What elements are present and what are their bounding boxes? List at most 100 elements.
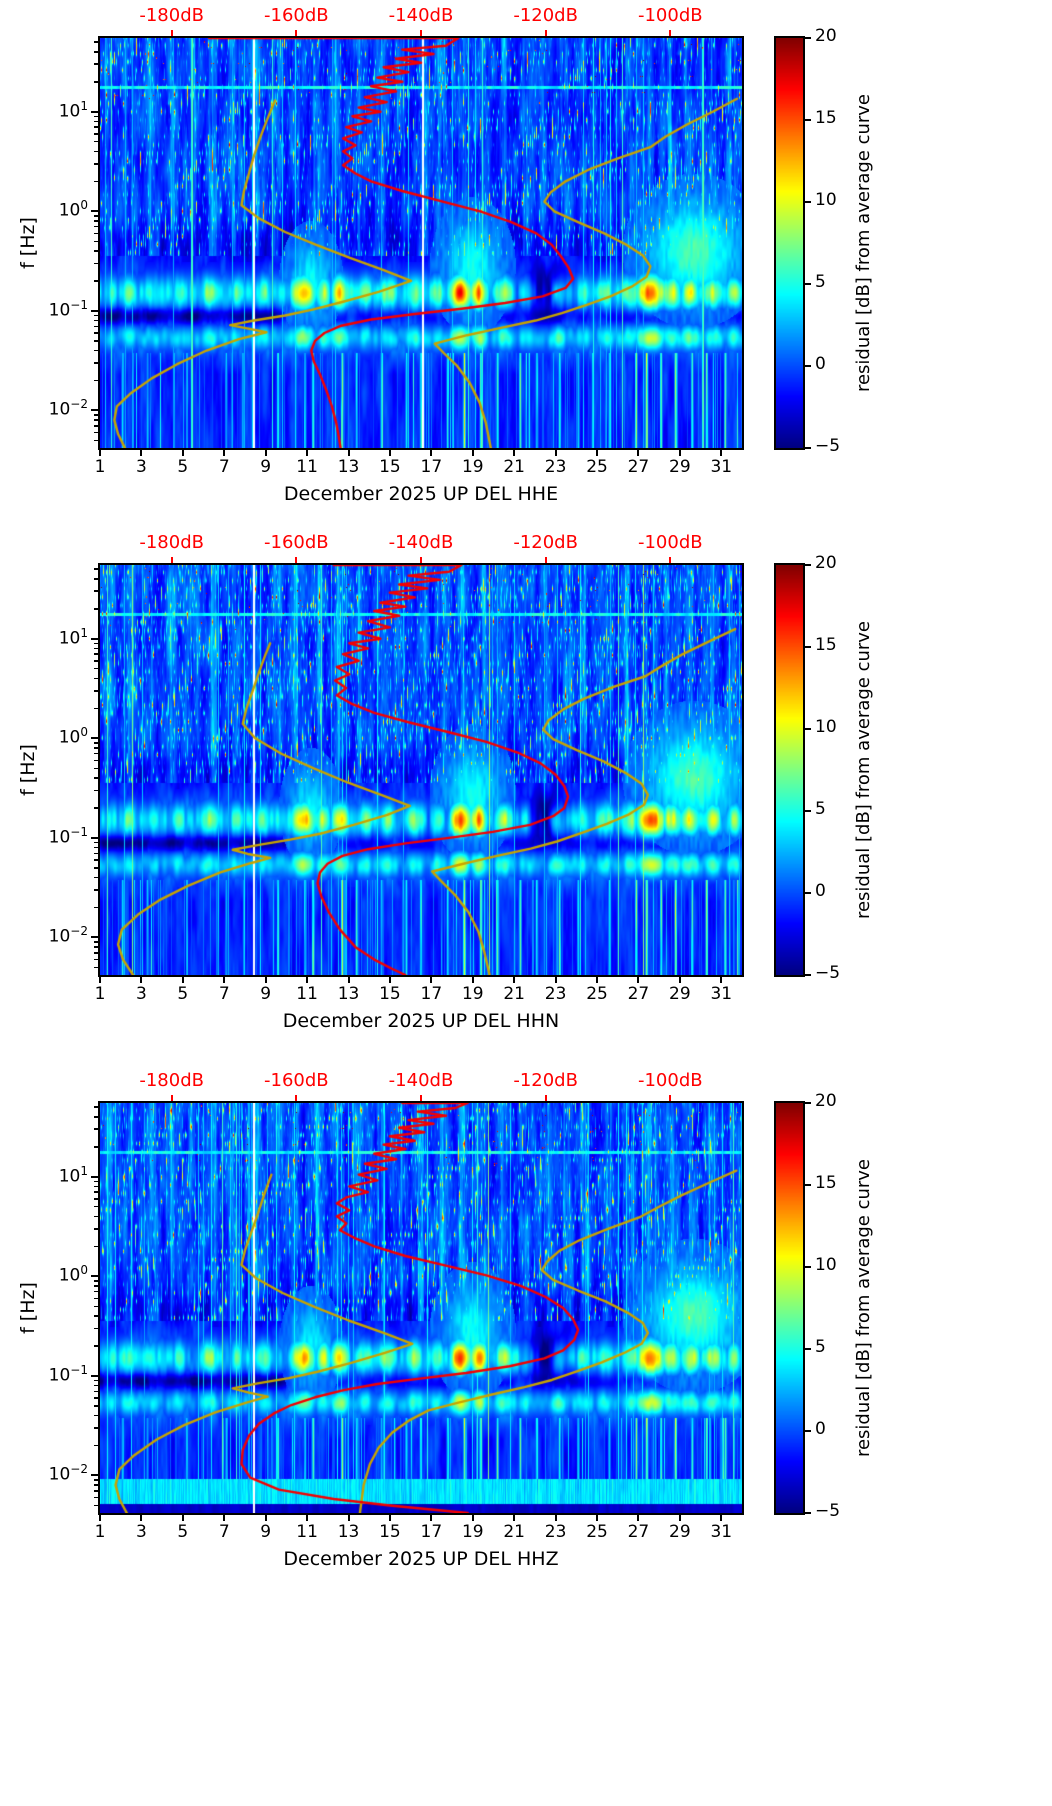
x-tick xyxy=(471,1515,474,1521)
y-minor-tick xyxy=(94,414,98,416)
x-tick-label: 25 xyxy=(586,984,608,1004)
colorbar-tick-label: 10 xyxy=(815,1255,837,1275)
y-minor-tick xyxy=(94,1305,98,1308)
x-tick xyxy=(264,977,267,983)
y-minor-tick xyxy=(94,958,98,961)
x-tick-label: 9 xyxy=(260,457,272,477)
x-tick-label: 19 xyxy=(461,1522,484,1542)
colorbar-hhe xyxy=(776,38,803,448)
top-db-tick-label: -100dB xyxy=(637,5,703,26)
top-db-tick xyxy=(420,1095,422,1101)
y-minor-tick xyxy=(94,1414,98,1417)
top-db-tick xyxy=(669,1095,672,1101)
x-tick-label: 1 xyxy=(94,457,106,477)
y-tick xyxy=(91,309,98,312)
x-tick xyxy=(306,450,309,456)
y-minor-tick xyxy=(94,1185,98,1188)
x-tick-label: 19 xyxy=(461,984,484,1004)
colorbar-tick-label: 5 xyxy=(815,799,826,819)
x-tick xyxy=(513,977,516,983)
y-minor-tick xyxy=(94,419,98,421)
y-minor-tick xyxy=(94,1427,98,1429)
top-db-tick xyxy=(170,1095,173,1101)
x-tick xyxy=(637,977,640,983)
x-tick xyxy=(554,1515,557,1521)
y-minor-tick xyxy=(94,767,98,770)
colorbar-label: residual [dB] from average curve xyxy=(853,93,874,393)
y-tick-label: 101 xyxy=(58,1163,88,1187)
x-tick xyxy=(596,450,599,456)
x-tick xyxy=(140,1515,143,1521)
y-tick xyxy=(91,409,98,412)
colorbar-tick xyxy=(805,201,811,203)
x-tick-label: 11 xyxy=(296,1522,318,1542)
top-db-tick-label: -160dB xyxy=(264,1070,329,1091)
top-db-tick xyxy=(669,557,672,563)
top-db-tick-label: -100dB xyxy=(637,1070,703,1091)
colorbar-tick-label: −5 xyxy=(815,1501,841,1521)
y-minor-tick xyxy=(94,859,98,861)
x-tick-label: 7 xyxy=(218,984,230,1004)
y-tick-label: 100 xyxy=(58,1263,88,1286)
spectrogram-image-hhe xyxy=(100,38,742,448)
y-minor-tick xyxy=(94,1504,98,1507)
y-minor-tick xyxy=(94,325,98,328)
x-tick-label: 1 xyxy=(94,1522,106,1542)
y-tick-label: 10−1 xyxy=(48,1362,88,1386)
x-tick-label: 5 xyxy=(177,457,189,477)
y-minor-tick xyxy=(94,431,98,434)
x-tick-label: 15 xyxy=(379,1522,401,1542)
x-tick-label: 17 xyxy=(420,457,443,477)
x-tick-label: 21 xyxy=(503,457,525,477)
y-tick-label: 10−1 xyxy=(48,297,88,321)
y-minor-tick xyxy=(94,41,98,43)
y-minor-tick xyxy=(94,1215,98,1218)
y-minor-tick xyxy=(94,1198,98,1200)
y-tick-label: 10−2 xyxy=(48,397,88,421)
y-minor-tick xyxy=(94,841,98,844)
x-tick-label: 11 xyxy=(296,984,318,1004)
y-tick-label: 100 xyxy=(58,198,88,221)
colorbar-tick-label: −5 xyxy=(815,963,841,983)
y-minor-tick xyxy=(94,789,98,792)
y-minor-tick xyxy=(94,63,98,65)
colorbar-tick xyxy=(805,283,811,285)
x-tick-label: 21 xyxy=(503,984,525,1004)
colorbar-tick xyxy=(805,1184,811,1186)
top-db-tick-label: -140dB xyxy=(388,5,454,26)
y-minor-tick xyxy=(94,660,98,662)
y-minor-tick xyxy=(94,1379,98,1382)
top-db-tick xyxy=(669,30,672,36)
y-minor-tick xyxy=(94,1496,98,1499)
top-db-tick xyxy=(544,557,547,563)
y-minor-tick xyxy=(94,379,98,382)
y-minor-tick xyxy=(94,1106,98,1108)
x-tick-label: 17 xyxy=(420,984,443,1004)
y-minor-tick xyxy=(94,941,98,943)
x-tick-label: 7 xyxy=(218,457,230,477)
x-axis-label: December 2025 UP DEL HHE xyxy=(283,483,559,505)
x-tick xyxy=(181,1515,184,1521)
colorbar-hhn xyxy=(776,565,803,975)
y-minor-tick xyxy=(94,608,98,610)
top-db-tick-label: -160dB xyxy=(264,5,329,26)
y-minor-tick xyxy=(94,852,98,855)
y-tick-label: 10−2 xyxy=(48,1462,88,1486)
y-minor-tick xyxy=(94,1479,98,1481)
x-tick-label: 7 xyxy=(218,1522,230,1542)
y-minor-tick xyxy=(94,1444,98,1447)
y-tick xyxy=(91,210,98,213)
colorbar-frame xyxy=(774,563,805,977)
y-minor-tick xyxy=(94,120,98,123)
y-tick-label: 100 xyxy=(58,725,88,748)
x-axis-label: December 2025 UP DEL HHZ xyxy=(283,1548,559,1570)
plot-frame-hhn xyxy=(98,563,744,977)
y-minor-tick xyxy=(94,340,98,342)
colorbar-tick-label: 5 xyxy=(815,272,826,292)
x-tick-label: 17 xyxy=(420,1522,443,1542)
y-minor-tick xyxy=(94,1146,98,1148)
y-minor-tick xyxy=(94,262,98,265)
colorbar-tick xyxy=(805,365,811,367)
x-tick-label: 23 xyxy=(544,1522,567,1542)
x-tick-label: 1 xyxy=(94,984,106,1004)
